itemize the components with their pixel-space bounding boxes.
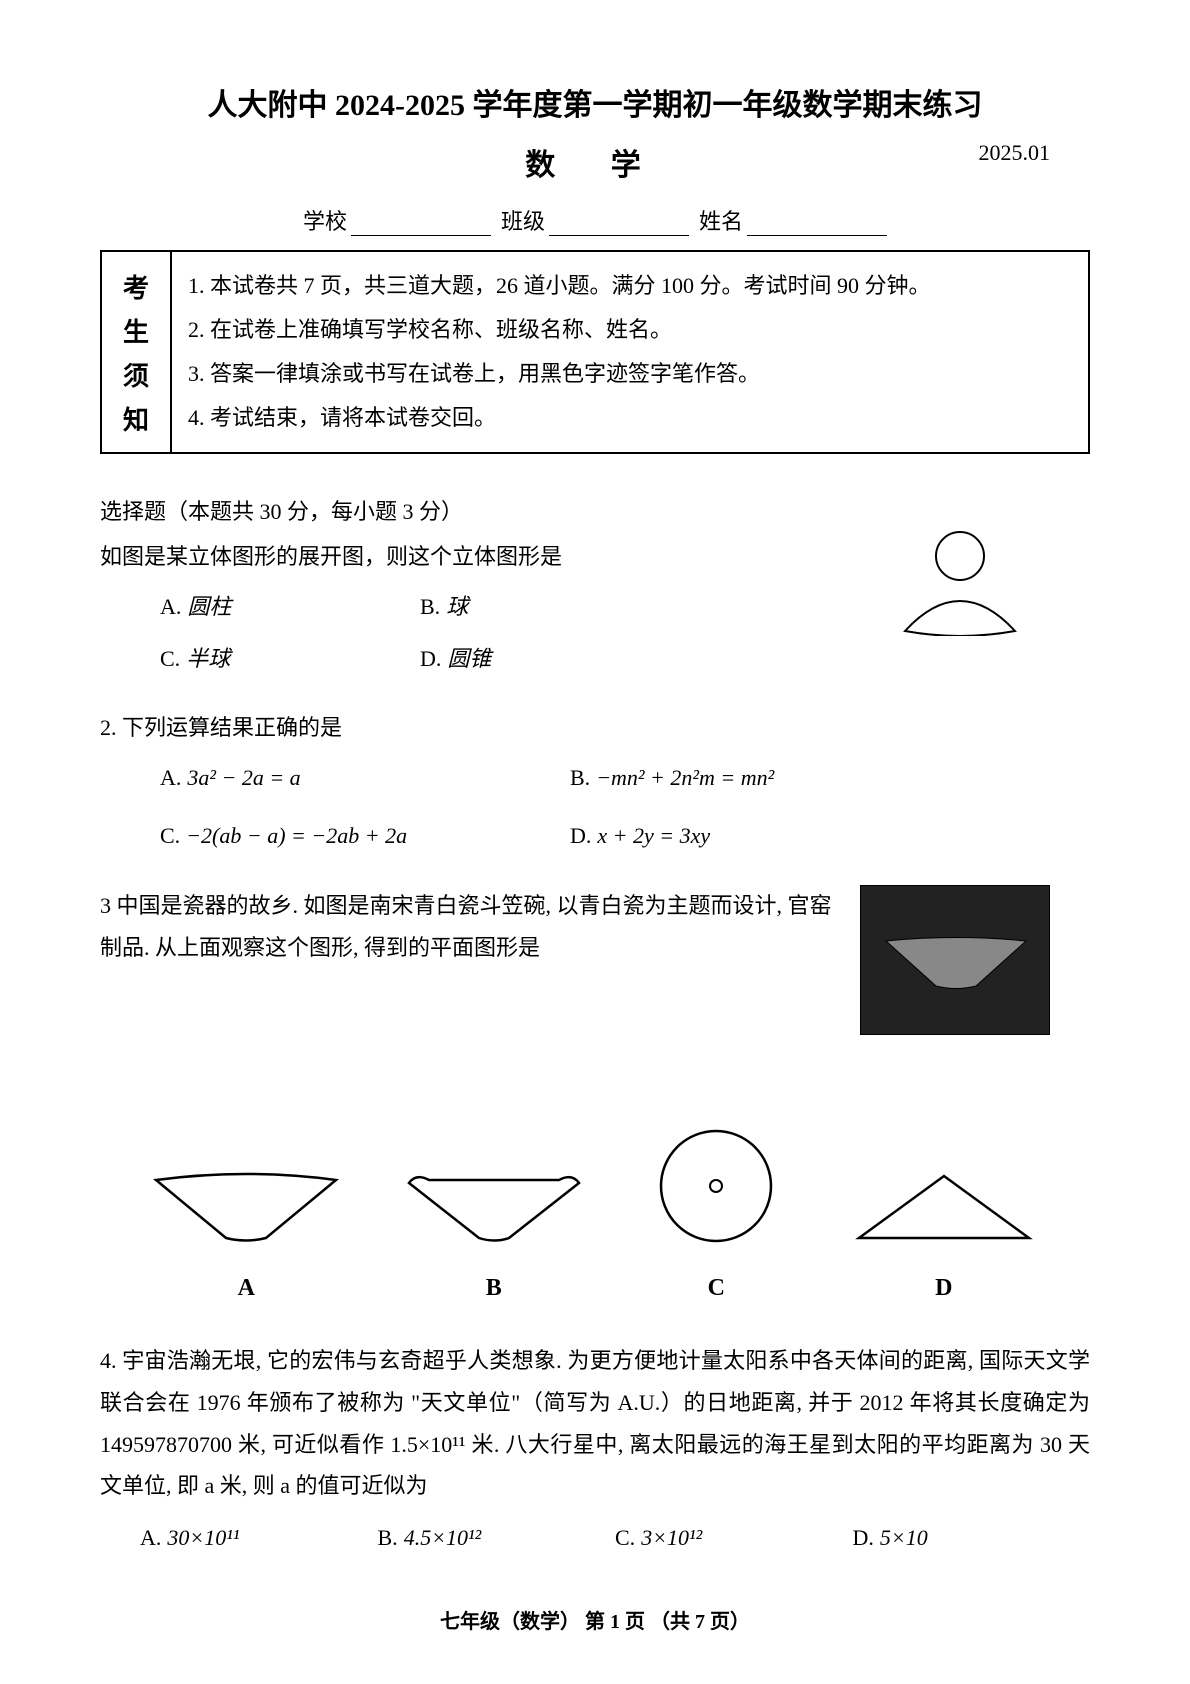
circle-dot-icon [646, 1128, 786, 1248]
q3-option-b[interactable]: B [404, 1168, 584, 1312]
notice-side-char: 知 [123, 400, 149, 437]
class-label: 班级 [501, 204, 545, 236]
q4-stem: 4. 宇宙浩瀚无垠, 它的宏伟与玄奇超乎人类想象. 为更方便地计量太阳系中各天体… [100, 1340, 1090, 1507]
q3-label-a: A [238, 1266, 255, 1312]
q4-option-b[interactable]: B.4.5×10¹² [378, 1517, 616, 1559]
q4-options: A.30×10¹¹ B.4.5×10¹² C.3×10¹² D.5×10 [140, 1517, 1090, 1559]
q4-option-a[interactable]: A.30×10¹¹ [140, 1517, 378, 1559]
triangle-down-curved-icon [151, 1168, 341, 1248]
notice-item: 3. 答案一律填涂或书写在试卷上，用黑色字迹签字笔作答。 [188, 352, 1072, 396]
exam-date: 2025.01 [979, 140, 1051, 166]
q1-option-d[interactable]: D.圆锥 [420, 638, 660, 680]
school-label: 学校 [303, 204, 347, 236]
subtitle-row: 数 学 2025.01 [100, 140, 1090, 184]
class-field: 班级 [501, 204, 689, 236]
notice-item: 1. 本试卷共 7 页，共三道大题，26 道小题。满分 100 分。考试时间 9… [188, 264, 1072, 308]
notice-side: 考 生 须 知 [102, 252, 172, 452]
question-2: 2. 下列运算结果正确的是 A.3a² − 2a = a B.−mn² + 2n… [100, 707, 1090, 856]
q4-option-c[interactable]: C.3×10¹² [615, 1517, 853, 1559]
page-footer: 七年级（数学） 第 1 页 （共 7 页） [0, 1605, 1190, 1634]
notice-side-char: 生 [123, 312, 149, 349]
q4-option-d[interactable]: D.5×10 [853, 1517, 1091, 1559]
name-label: 姓名 [699, 204, 743, 236]
cone-net-icon [890, 526, 1030, 636]
q2-stem: 2. 下列运算结果正确的是 [100, 707, 1090, 749]
q2-option-d[interactable]: D.x + 2y = 3xy [570, 815, 950, 857]
q3-option-c[interactable]: C [646, 1128, 786, 1312]
q3-label-b: B [486, 1266, 502, 1312]
q1-option-a[interactable]: A.圆柱 [160, 586, 400, 628]
q1-option-b[interactable]: B.球 [420, 586, 660, 628]
q3-option-a[interactable]: A [151, 1168, 341, 1312]
notice-item: 4. 考试结束，请将本试卷交回。 [188, 396, 1072, 440]
page-title: 人大附中 2024-2025 学年度第一学期初一年级数学期末练习 [100, 80, 1090, 124]
notice-items: 1. 本试卷共 7 页，共三道大题，26 道小题。满分 100 分。考试时间 9… [172, 252, 1088, 452]
bowl-silhouette-icon [881, 936, 1031, 996]
name-field: 姓名 [699, 204, 887, 236]
q3-bowl-photo [860, 885, 1050, 1035]
q3-options: A B C D [100, 1128, 1090, 1312]
q3-option-d[interactable]: D [849, 1168, 1039, 1312]
notice-box: 考 生 须 知 1. 本试卷共 7 页，共三道大题，26 道小题。满分 100 … [100, 250, 1090, 454]
q1-option-c[interactable]: C.半球 [160, 638, 400, 680]
q3-label-c: C [708, 1266, 725, 1312]
triangle-down-flared-icon [404, 1168, 584, 1248]
class-blank[interactable] [549, 214, 689, 236]
question-3: 3 中国是瓷器的故乡. 如图是南宋青白瓷斗笠碗, 以青白瓷为主题而设计, 官窑制… [100, 885, 1090, 1312]
question-1: 如图是某立体图形的展开图，则这个立体图形是 A.圆柱 B.球 C.半球 D.圆锥 [100, 536, 1090, 679]
q1-figure [890, 526, 1030, 650]
school-field: 学校 [303, 204, 491, 236]
name-blank[interactable] [747, 214, 887, 236]
q3-label-d: D [935, 1266, 952, 1312]
subject-label: 数 学 [525, 140, 665, 184]
q2-option-c[interactable]: C.−2(ab − a) = −2ab + 2a [160, 815, 540, 857]
q2-options: A.3a² − 2a = a B.−mn² + 2n²m = mn² C.−2(… [160, 757, 1090, 857]
notice-side-char: 考 [123, 268, 149, 305]
question-4: 4. 宇宙浩瀚无垠, 它的宏伟与玄奇超乎人类想象. 为更方便地计量太阳系中各天体… [100, 1340, 1090, 1559]
section-1-header: 选择题（本题共 30 分，每小题 3 分） [100, 494, 1090, 526]
notice-item: 2. 在试卷上准确填写学校名称、班级名称、姓名。 [188, 308, 1072, 352]
q2-option-b[interactable]: B.−mn² + 2n²m = mn² [570, 757, 950, 799]
blanks-row: 学校 班级 姓名 [100, 204, 1090, 236]
notice-side-char: 须 [123, 356, 149, 393]
school-blank[interactable] [351, 214, 491, 236]
triangle-up-icon [849, 1168, 1039, 1248]
q2-option-a[interactable]: A.3a² − 2a = a [160, 757, 540, 799]
q1-stem: 如图是某立体图形的展开图，则这个立体图形是 [100, 544, 562, 569]
